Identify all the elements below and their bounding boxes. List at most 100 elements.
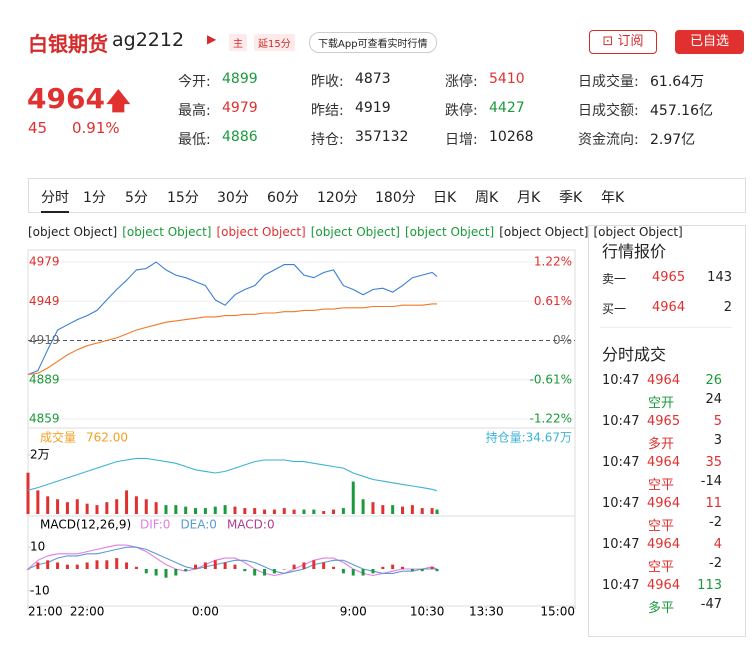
subscribe-button[interactable]: ⊡ 订阅 bbox=[589, 30, 657, 54]
y-tick-label: 4859 bbox=[29, 412, 60, 426]
x-tick-label: 13:30 bbox=[469, 605, 504, 619]
trade-time: 10:47 bbox=[602, 537, 640, 552]
y2-tick-label: -0.61% bbox=[530, 372, 572, 386]
bar bbox=[174, 505, 178, 514]
bar bbox=[282, 569, 286, 570]
stat-value: 357132 bbox=[355, 129, 409, 145]
book-side: 卖一 bbox=[602, 272, 627, 286]
stat-label: 昨结: bbox=[311, 103, 344, 119]
bar bbox=[381, 566, 385, 569]
trade-change: -2 bbox=[709, 556, 722, 571]
info-item: [object Object] bbox=[216, 225, 306, 239]
trade-time: 10:47 bbox=[602, 414, 640, 429]
info: [object Object] [object Object] [object Ob… bbox=[28, 225, 688, 239]
stat-label: 日成交量: bbox=[578, 74, 639, 90]
bar bbox=[203, 508, 207, 514]
trade-change: 24 bbox=[705, 392, 722, 407]
tab[interactable]: 季K bbox=[559, 190, 583, 206]
info-item: [object Object] bbox=[28, 225, 118, 239]
tab[interactable]: 年K bbox=[601, 190, 625, 206]
bar bbox=[420, 508, 424, 514]
bar bbox=[391, 505, 395, 514]
bar bbox=[233, 506, 237, 514]
bar bbox=[46, 496, 50, 514]
info-item: [object Object] bbox=[405, 225, 495, 239]
bar bbox=[243, 508, 247, 514]
stat-value: 5410 bbox=[489, 71, 525, 87]
trade-time: 10:47 bbox=[602, 496, 640, 511]
tab[interactable]: 月K bbox=[517, 190, 541, 206]
macd-title: MACD(12,26,9) bbox=[40, 518, 131, 532]
tag-delay: 延15分 bbox=[254, 34, 295, 51]
tab[interactable]: 5分 bbox=[125, 190, 148, 206]
book-volume: 143 bbox=[707, 270, 732, 285]
bar bbox=[213, 506, 217, 514]
bar bbox=[95, 505, 99, 514]
notice[interactable]: 下载App可查看实时行情 bbox=[309, 32, 437, 53]
trade-volume: 113 bbox=[697, 578, 722, 593]
trade-type: 空平 bbox=[648, 560, 675, 575]
bar bbox=[154, 569, 158, 576]
bar bbox=[351, 481, 355, 514]
stat-value: 457.16亿 bbox=[650, 103, 713, 119]
tab[interactable]: 120分 bbox=[317, 190, 358, 206]
y-tick-label: 10 bbox=[30, 540, 45, 554]
subscribe-label[interactable]: 订阅 bbox=[617, 34, 644, 49]
tab[interactable]: 周K bbox=[475, 190, 499, 206]
y-tick-label: 4919 bbox=[29, 333, 60, 347]
trade-type: 多开 bbox=[648, 437, 675, 452]
bar bbox=[302, 562, 306, 569]
tab[interactable]: 日K bbox=[433, 190, 457, 206]
stat-value: 4427 bbox=[489, 100, 525, 116]
tab[interactable]: 1分 bbox=[83, 190, 106, 206]
bar bbox=[361, 569, 365, 576]
y2-tick-label: -1.22% bbox=[530, 412, 572, 426]
tabs: 分时 1分 5分 15分 30分 60分 120分 180分 日K 周K 月K 季K 年K bbox=[28, 178, 746, 213]
y-tick-label: 4949 bbox=[29, 294, 60, 308]
bar bbox=[253, 569, 257, 576]
tab[interactable]: 分时 bbox=[41, 187, 69, 213]
stat-label: 资金流向: bbox=[578, 132, 639, 148]
panel-frame bbox=[27, 249, 576, 429]
trade-change: -2 bbox=[709, 515, 722, 530]
bar bbox=[253, 508, 257, 514]
trade-volume: 26 bbox=[705, 373, 722, 388]
tab[interactable]: 30分 bbox=[217, 190, 249, 206]
trade-price: 4964 bbox=[647, 537, 681, 552]
stat-value: 4899 bbox=[222, 71, 258, 87]
tab[interactable]: 60分 bbox=[267, 190, 299, 206]
stat-label: 跌停: bbox=[445, 103, 478, 119]
bar bbox=[174, 569, 178, 576]
trade-volume: 35 bbox=[705, 455, 722, 470]
bar bbox=[164, 505, 168, 514]
bar bbox=[420, 569, 424, 572]
trade-price: 4965 bbox=[647, 414, 681, 429]
bar bbox=[144, 569, 148, 574]
stat-value: 2.97亿 bbox=[650, 132, 696, 148]
side-panel bbox=[588, 225, 746, 637]
bar bbox=[223, 562, 227, 569]
bar bbox=[65, 564, 69, 569]
bar bbox=[223, 505, 227, 514]
bar bbox=[125, 490, 129, 514]
trade-volume: 4 bbox=[713, 537, 722, 552]
trade-price: 4964 bbox=[647, 373, 681, 388]
bar bbox=[144, 499, 148, 514]
tab[interactable]: 15分 bbox=[167, 190, 199, 206]
bar bbox=[381, 505, 385, 514]
stat-value: 10268 bbox=[489, 129, 534, 145]
stat-label: 今开: bbox=[178, 74, 211, 90]
bar bbox=[184, 569, 188, 572]
bar bbox=[85, 562, 89, 569]
bar bbox=[95, 560, 99, 569]
tab[interactable]: 180分 bbox=[375, 190, 416, 206]
bar bbox=[410, 505, 414, 514]
book-volume: 2 bbox=[723, 300, 732, 315]
bar bbox=[435, 569, 439, 572]
bar bbox=[26, 472, 30, 514]
watchlist-button[interactable]: 已自选 bbox=[675, 30, 744, 54]
bar bbox=[56, 562, 60, 569]
bar bbox=[351, 569, 355, 576]
